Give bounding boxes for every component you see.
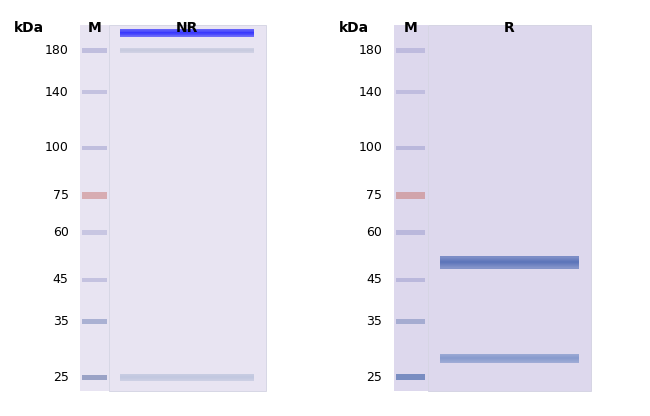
FancyBboxPatch shape bbox=[120, 36, 254, 37]
Text: kDa: kDa bbox=[14, 21, 44, 35]
FancyBboxPatch shape bbox=[120, 377, 254, 378]
Text: 45: 45 bbox=[367, 273, 382, 287]
FancyBboxPatch shape bbox=[120, 35, 254, 36]
FancyBboxPatch shape bbox=[440, 256, 578, 258]
FancyBboxPatch shape bbox=[83, 90, 107, 94]
Text: 25: 25 bbox=[367, 371, 382, 384]
FancyBboxPatch shape bbox=[440, 360, 578, 361]
FancyBboxPatch shape bbox=[440, 262, 578, 264]
Text: 35: 35 bbox=[53, 315, 69, 328]
FancyBboxPatch shape bbox=[396, 192, 425, 199]
FancyBboxPatch shape bbox=[120, 34, 254, 35]
FancyBboxPatch shape bbox=[396, 146, 425, 150]
Text: 60: 60 bbox=[367, 226, 382, 239]
Text: 100: 100 bbox=[45, 141, 69, 154]
FancyBboxPatch shape bbox=[396, 230, 425, 235]
FancyBboxPatch shape bbox=[394, 25, 428, 391]
FancyBboxPatch shape bbox=[396, 374, 425, 380]
FancyBboxPatch shape bbox=[440, 258, 578, 259]
FancyBboxPatch shape bbox=[120, 31, 254, 32]
FancyBboxPatch shape bbox=[83, 146, 107, 150]
FancyBboxPatch shape bbox=[396, 48, 425, 53]
FancyBboxPatch shape bbox=[83, 48, 107, 53]
FancyBboxPatch shape bbox=[440, 264, 578, 265]
FancyBboxPatch shape bbox=[396, 319, 425, 324]
Text: M: M bbox=[88, 21, 101, 35]
FancyBboxPatch shape bbox=[440, 361, 578, 362]
FancyBboxPatch shape bbox=[120, 33, 254, 34]
FancyBboxPatch shape bbox=[83, 230, 107, 235]
Text: M: M bbox=[404, 21, 418, 35]
FancyBboxPatch shape bbox=[80, 25, 109, 391]
Text: 45: 45 bbox=[53, 273, 69, 287]
FancyBboxPatch shape bbox=[440, 259, 578, 260]
FancyBboxPatch shape bbox=[120, 30, 254, 31]
FancyBboxPatch shape bbox=[120, 379, 254, 380]
FancyBboxPatch shape bbox=[83, 278, 107, 282]
FancyBboxPatch shape bbox=[396, 90, 425, 94]
Text: 140: 140 bbox=[45, 86, 69, 99]
Text: 100: 100 bbox=[358, 141, 382, 154]
FancyBboxPatch shape bbox=[440, 362, 578, 363]
FancyBboxPatch shape bbox=[109, 25, 266, 391]
FancyBboxPatch shape bbox=[440, 354, 578, 355]
FancyBboxPatch shape bbox=[440, 265, 578, 266]
Text: 180: 180 bbox=[45, 44, 69, 57]
FancyBboxPatch shape bbox=[440, 355, 578, 356]
FancyBboxPatch shape bbox=[83, 192, 107, 199]
FancyBboxPatch shape bbox=[120, 374, 254, 375]
FancyBboxPatch shape bbox=[440, 356, 578, 357]
Text: 60: 60 bbox=[53, 226, 69, 239]
FancyBboxPatch shape bbox=[440, 267, 578, 269]
FancyBboxPatch shape bbox=[120, 375, 254, 376]
FancyBboxPatch shape bbox=[440, 266, 578, 267]
FancyBboxPatch shape bbox=[440, 357, 578, 358]
FancyBboxPatch shape bbox=[440, 260, 578, 261]
FancyBboxPatch shape bbox=[428, 25, 591, 391]
Text: 75: 75 bbox=[366, 189, 382, 202]
FancyBboxPatch shape bbox=[120, 376, 254, 377]
FancyBboxPatch shape bbox=[440, 358, 578, 359]
FancyBboxPatch shape bbox=[120, 380, 254, 381]
FancyBboxPatch shape bbox=[120, 32, 254, 33]
Text: 25: 25 bbox=[53, 371, 69, 384]
Text: 35: 35 bbox=[367, 315, 382, 328]
FancyBboxPatch shape bbox=[83, 374, 107, 380]
FancyBboxPatch shape bbox=[83, 319, 107, 324]
Text: kDa: kDa bbox=[339, 21, 369, 35]
Text: 140: 140 bbox=[358, 86, 382, 99]
FancyBboxPatch shape bbox=[396, 277, 425, 282]
FancyBboxPatch shape bbox=[120, 378, 254, 379]
Text: NR: NR bbox=[176, 21, 198, 35]
FancyBboxPatch shape bbox=[440, 261, 578, 262]
Text: 75: 75 bbox=[53, 189, 69, 202]
Text: R: R bbox=[504, 21, 515, 35]
FancyBboxPatch shape bbox=[440, 359, 578, 360]
Text: 180: 180 bbox=[358, 44, 382, 57]
